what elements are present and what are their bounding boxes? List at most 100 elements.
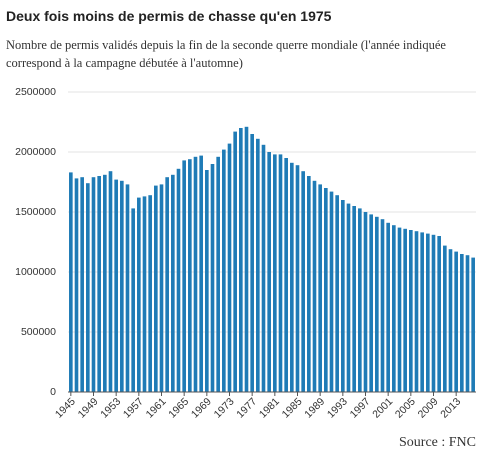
bar bbox=[205, 170, 209, 392]
bar bbox=[312, 180, 317, 392]
bar bbox=[284, 158, 288, 392]
bar bbox=[199, 155, 203, 392]
bar bbox=[142, 196, 147, 392]
bar bbox=[216, 156, 220, 392]
x-tick-label: 1949 bbox=[76, 395, 101, 420]
x-tick-label: 1957 bbox=[121, 395, 146, 420]
x-tick-label: 1953 bbox=[98, 395, 123, 420]
bar bbox=[86, 183, 90, 392]
bar bbox=[239, 128, 243, 392]
chart-subtitle: Nombre de permis validés depuis la fin d… bbox=[6, 38, 446, 70]
bar bbox=[352, 206, 356, 392]
x-tick-label: 1981 bbox=[257, 395, 282, 420]
x-tick-label: 2013 bbox=[438, 395, 463, 420]
bar bbox=[341, 200, 345, 392]
bar bbox=[148, 195, 152, 392]
bar bbox=[171, 174, 175, 392]
bar bbox=[431, 234, 436, 392]
bar bbox=[471, 257, 475, 392]
bar bbox=[426, 233, 430, 392]
bar bbox=[120, 180, 124, 392]
bar bbox=[125, 184, 130, 392]
bar bbox=[414, 231, 419, 392]
bar bbox=[108, 171, 113, 392]
x-tick-label: 1945 bbox=[53, 395, 78, 420]
y-tick-label: 500000 bbox=[21, 326, 56, 338]
bar bbox=[346, 203, 351, 392]
bar bbox=[233, 131, 237, 392]
bar bbox=[273, 154, 277, 392]
bar bbox=[131, 208, 135, 392]
bar bbox=[193, 156, 198, 392]
y-tick-label: 2000000 bbox=[15, 146, 56, 158]
bar bbox=[369, 214, 373, 392]
bar bbox=[318, 184, 322, 392]
y-tick-label: 1500000 bbox=[15, 206, 56, 218]
bar bbox=[380, 219, 385, 392]
bar bbox=[154, 185, 158, 392]
bar bbox=[420, 232, 424, 392]
bar bbox=[74, 178, 79, 392]
x-tick-label: 1965 bbox=[166, 395, 191, 420]
bar bbox=[261, 144, 266, 392]
bar bbox=[363, 212, 368, 392]
bar bbox=[386, 222, 390, 392]
bar bbox=[335, 195, 339, 392]
x-tick-label: 2009 bbox=[416, 395, 441, 420]
bar bbox=[97, 176, 101, 392]
bar bbox=[397, 227, 402, 392]
bar bbox=[454, 251, 458, 392]
x-tick-label: 1997 bbox=[348, 395, 373, 420]
bar bbox=[250, 134, 254, 392]
bar bbox=[460, 254, 464, 392]
bar bbox=[114, 179, 118, 392]
bar bbox=[103, 174, 107, 392]
bar bbox=[182, 160, 186, 392]
x-tick-label: 1973 bbox=[212, 395, 237, 420]
bar bbox=[227, 143, 232, 392]
chart-title: Deux fois moins de permis de chasse qu'e… bbox=[6, 8, 332, 24]
bar bbox=[324, 188, 328, 392]
bar bbox=[307, 176, 311, 392]
bar bbox=[165, 177, 169, 392]
y-tick-label: 0 bbox=[50, 386, 56, 398]
bar bbox=[222, 149, 226, 392]
y-tick-label: 1000000 bbox=[15, 266, 56, 278]
bar bbox=[295, 165, 300, 392]
x-tick-label: 1985 bbox=[280, 395, 305, 420]
bar bbox=[80, 177, 84, 392]
x-tick-label: 2001 bbox=[370, 395, 395, 420]
bar bbox=[329, 191, 334, 392]
bar bbox=[176, 168, 181, 392]
bar bbox=[244, 126, 249, 393]
bar bbox=[210, 164, 215, 392]
x-tick-label: 2005 bbox=[393, 395, 418, 420]
bar bbox=[69, 172, 73, 392]
bar bbox=[137, 197, 141, 392]
bar bbox=[91, 177, 96, 392]
bar bbox=[375, 216, 379, 392]
bar bbox=[465, 255, 470, 392]
bar bbox=[437, 236, 441, 392]
bar bbox=[290, 162, 294, 392]
bar bbox=[159, 184, 164, 392]
x-tick-label: 1989 bbox=[302, 395, 327, 420]
bar bbox=[278, 154, 283, 392]
bar bbox=[267, 152, 271, 392]
x-tick-label: 1961 bbox=[144, 395, 169, 420]
bar bbox=[256, 138, 260, 392]
bar bbox=[443, 245, 447, 392]
bar bbox=[301, 171, 305, 392]
bar bbox=[448, 249, 453, 392]
x-tick-label: 1977 bbox=[234, 395, 259, 420]
y-tick-label: 2500000 bbox=[15, 86, 56, 98]
source: Source : FNC bbox=[399, 435, 476, 450]
x-tick-label: 1969 bbox=[189, 395, 214, 420]
bar bbox=[188, 159, 192, 392]
bar bbox=[403, 228, 407, 392]
x-tick-label: 1993 bbox=[325, 395, 350, 420]
bar bbox=[409, 230, 413, 392]
bar bbox=[358, 208, 362, 392]
